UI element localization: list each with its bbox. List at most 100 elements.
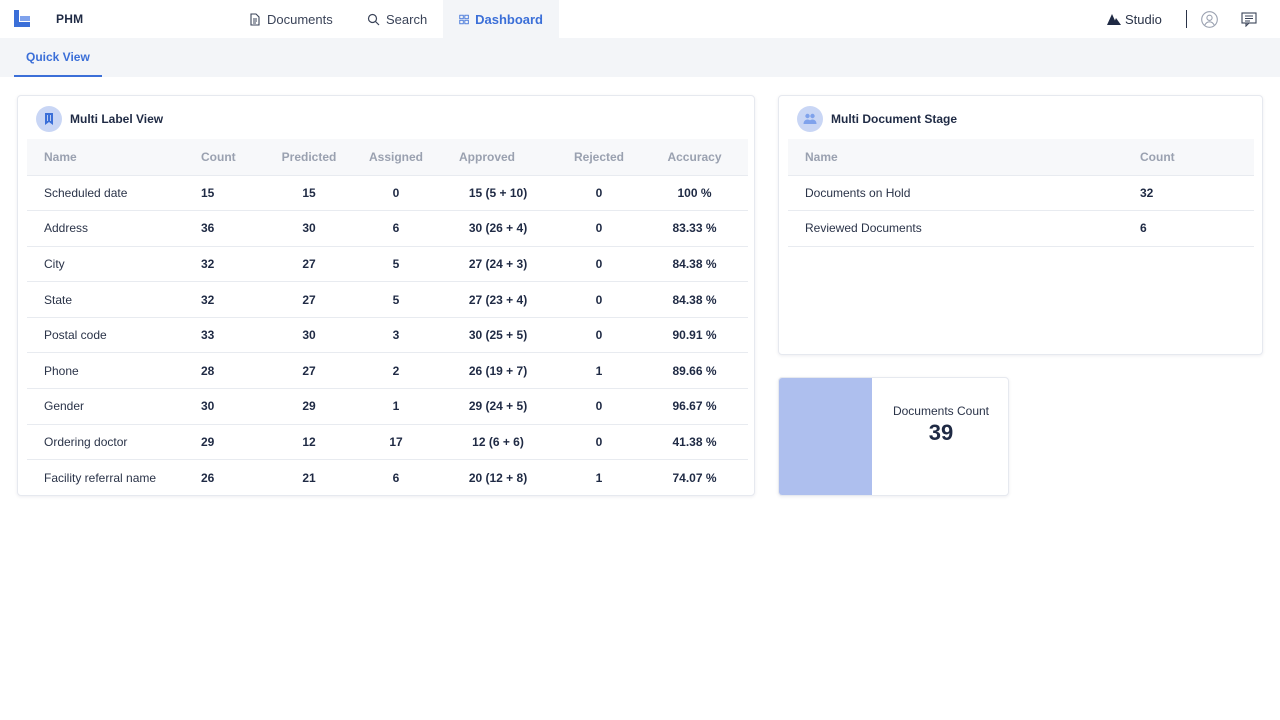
row-value-cell: 27: [265, 245, 353, 282]
table-row[interactable]: Reviewed Documents 6: [788, 210, 1254, 247]
row-value-cell: 1: [353, 388, 439, 425]
table-row[interactable]: Documents on Hold 32: [788, 174, 1254, 211]
row-value-cell: 30 (26 + 4): [439, 210, 557, 247]
row-value-cell: 0: [557, 316, 641, 353]
nav-tab-documents[interactable]: Documents: [248, 0, 333, 38]
row-value-cell: 12 (6 + 6): [439, 423, 557, 460]
card-title: Multi Document Stage: [831, 112, 958, 126]
row-value-cell: 1: [557, 459, 641, 496]
app-name: PHM: [56, 12, 84, 26]
row-value-cell: 30: [265, 316, 353, 353]
row-name-cell: Gender: [27, 388, 201, 425]
row-value-cell: 6: [353, 459, 439, 496]
table-row[interactable]: Ordering doctor 29 12 17 12 (6 + 6) 0 41.38 %: [27, 423, 748, 460]
documents-count-label: Documents Count: [892, 404, 990, 418]
row-value-cell: 0: [557, 210, 641, 247]
row-value-cell: 15 (5 + 10): [439, 174, 557, 211]
nav-tab-dashboard[interactable]: Dashboard: [443, 0, 559, 38]
studio-label: Studio: [1125, 12, 1162, 27]
row-value-cell: 29: [265, 388, 353, 425]
document-icon: [250, 12, 260, 26]
row-value-cell: 6: [1140, 210, 1254, 247]
documents-count-card: Documents Count 39: [778, 377, 1009, 496]
row-value-cell: 100 %: [641, 174, 748, 211]
header-divider: [1186, 10, 1187, 28]
row-value-cell: 29 (24 + 5): [439, 388, 557, 425]
row-value-cell: 27: [265, 352, 353, 389]
search-icon: [367, 13, 380, 25]
card-header: Multi Label View: [36, 106, 163, 132]
column-header[interactable]: Accuracy: [641, 139, 748, 175]
row-name-cell: Documents on Hold: [788, 174, 1140, 211]
table-header-row: Name Count: [788, 139, 1254, 175]
row-value-cell: 0: [557, 281, 641, 318]
table-row[interactable]: Postal code 33 30 3 30 (25 + 5) 0 90.91 %: [27, 316, 748, 353]
label-icon: [36, 106, 62, 132]
table-row[interactable]: Address 36 30 6 30 (26 + 4) 0 83.33 %: [27, 210, 748, 247]
row-value-cell: 96.67 %: [641, 388, 748, 425]
user-profile-icon[interactable]: [1201, 11, 1218, 28]
card-title: Multi Label View: [70, 112, 164, 126]
row-value-cell: 27: [265, 281, 353, 318]
nav-tab-label: Search: [386, 11, 428, 27]
column-header[interactable]: Count: [201, 139, 265, 175]
row-value-cell: 20 (12 + 8): [439, 459, 557, 496]
row-value-cell: 1: [557, 352, 641, 389]
sub-navigation-bar: Quick View: [0, 38, 1280, 77]
row-value-cell: 30: [201, 388, 265, 425]
row-name-cell: City: [27, 245, 201, 282]
table-row[interactable]: Facility referral name 26 21 6 20 (12 + 8) 1 7…: [27, 459, 748, 496]
column-header[interactable]: Name: [27, 139, 201, 175]
row-value-cell: 32: [1140, 174, 1254, 211]
nav-tab-search[interactable]: Search: [367, 0, 427, 38]
multi-document-stage-table: Name Count Documents on Hold 32 Reviewed D…: [788, 139, 1254, 247]
table-row[interactable]: Gender 30 29 1 29 (24 + 5) 0 96.67 %: [27, 388, 748, 425]
row-name-cell: Phone: [27, 352, 201, 389]
row-value-cell: 89.66 %: [641, 352, 748, 389]
row-value-cell: 41.38 %: [641, 423, 748, 460]
row-name-cell: Reviewed Documents: [788, 210, 1140, 247]
group-icon: [797, 106, 823, 132]
row-value-cell: 0: [557, 423, 641, 460]
app-logo-icon[interactable]: [14, 10, 30, 27]
row-value-cell: 3: [353, 316, 439, 353]
row-value-cell: 5: [353, 245, 439, 282]
table-row[interactable]: City 32 27 5 27 (24 + 3) 0 84.38 %: [27, 245, 748, 282]
column-header[interactable]: Rejected: [557, 139, 641, 175]
row-value-cell: 26 (19 + 7): [439, 352, 557, 389]
row-value-cell: 30 (25 + 5): [439, 316, 557, 353]
column-header[interactable]: Name: [788, 139, 1140, 175]
table-header-row: Name Count Predicted Assigned Approved R…: [27, 139, 748, 175]
table-row[interactable]: State 32 27 5 27 (23 + 4) 0 84.38 %: [27, 281, 748, 318]
multi-label-view-card: Multi Label View Name Count Predicted As…: [17, 95, 755, 496]
multi-document-stage-card: Multi Document Stage Name Count Document…: [778, 95, 1263, 355]
row-name-cell: State: [27, 281, 201, 318]
multi-label-table: Name Count Predicted Assigned Approved R…: [27, 139, 748, 496]
count-color-block: [779, 378, 872, 495]
row-value-cell: 36: [201, 210, 265, 247]
column-header[interactable]: Count: [1140, 139, 1254, 175]
row-value-cell: 26: [201, 459, 265, 496]
row-value-cell: 32: [201, 245, 265, 282]
grid-icon: [459, 14, 469, 24]
row-name-cell: Postal code: [27, 316, 201, 353]
tab-quick-view[interactable]: Quick View: [14, 38, 102, 77]
row-value-cell: 28: [201, 352, 265, 389]
row-value-cell: 74.07 %: [641, 459, 748, 496]
table-row[interactable]: Scheduled date 15 15 0 15 (5 + 10) 0 100 %: [27, 174, 748, 211]
column-header[interactable]: Predicted: [265, 139, 353, 175]
row-value-cell: 0: [557, 245, 641, 282]
row-value-cell: 0: [557, 174, 641, 211]
row-value-cell: 17: [353, 423, 439, 460]
row-value-cell: 15: [201, 174, 265, 211]
row-name-cell: Address: [27, 210, 201, 247]
table-row[interactable]: Phone 28 27 2 26 (19 + 7) 1 89.66 %: [27, 352, 748, 389]
studio-link[interactable]: Studio: [1107, 12, 1162, 27]
column-header[interactable]: Assigned: [353, 139, 439, 175]
column-header[interactable]: Approved: [439, 139, 557, 175]
messages-icon[interactable]: [1241, 11, 1257, 27]
row-value-cell: 0: [353, 174, 439, 211]
row-value-cell: 2: [353, 352, 439, 389]
row-value-cell: 27 (24 + 3): [439, 245, 557, 282]
row-name-cell: Facility referral name: [27, 459, 201, 496]
